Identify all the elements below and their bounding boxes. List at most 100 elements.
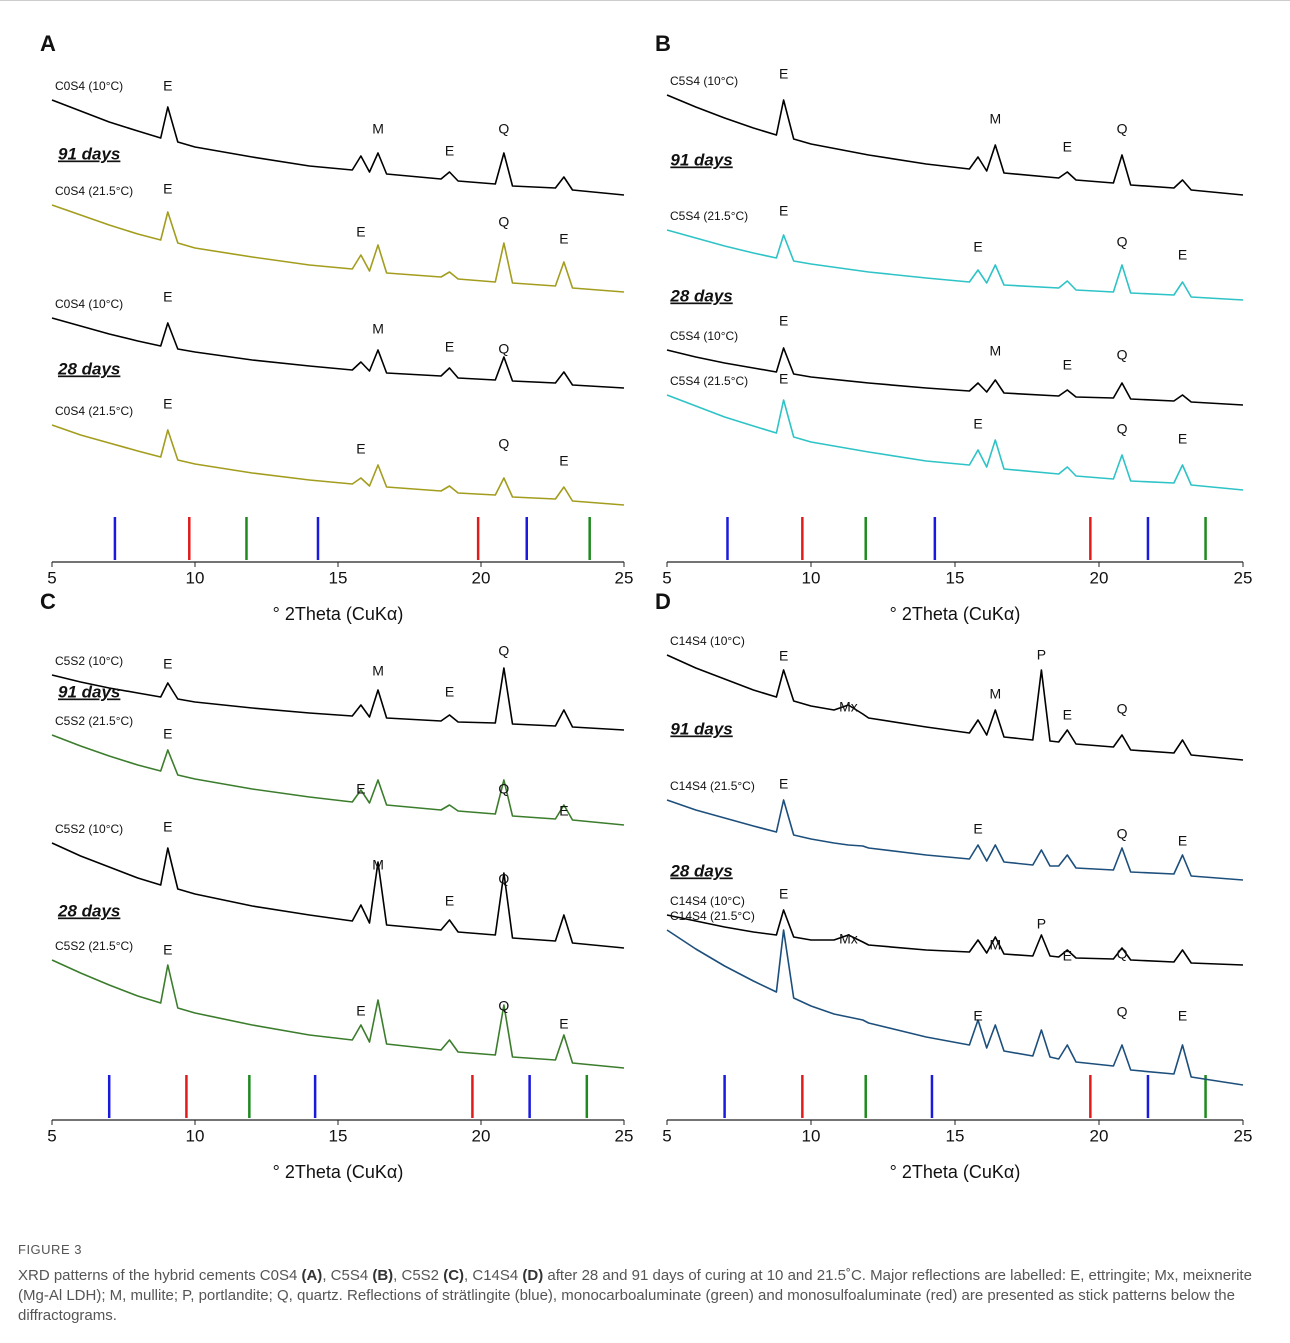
- x-tick-label: 20: [1090, 1126, 1109, 1145]
- peak-label: E: [779, 886, 788, 902]
- xrd-trace: [666, 229, 1244, 301]
- period-label: 91 days: [670, 150, 732, 169]
- peak-label: E: [163, 181, 172, 197]
- peak-label: Q: [1117, 121, 1128, 137]
- series-label: C14S4 (10°C): [670, 634, 745, 648]
- peak-label: E: [445, 143, 454, 159]
- period-label: 28 days: [669, 286, 732, 305]
- period-label: 28 days: [57, 901, 120, 920]
- peak-label: E: [779, 776, 788, 792]
- peak-label: E: [779, 66, 788, 82]
- x-axis-title: ° 2Theta (CuKα): [890, 604, 1021, 624]
- caption-part: , C5S4: [322, 1267, 373, 1284]
- caption-part: (B): [372, 1267, 394, 1284]
- peak-label: M: [989, 686, 1001, 702]
- peak-label: E: [163, 396, 172, 412]
- peak-label: E: [163, 656, 172, 672]
- peak-label: E: [445, 684, 454, 700]
- peak-label: E: [163, 78, 172, 94]
- series-label: C5S4 (10°C): [670, 74, 738, 88]
- peak-label: E: [779, 313, 788, 329]
- peak-label: E: [973, 239, 982, 255]
- x-tick-label: 15: [329, 1126, 348, 1145]
- series-label: C5S2 (21.5°C): [55, 939, 133, 953]
- peak-label: E: [559, 231, 568, 247]
- x-tick-label: 5: [47, 1126, 56, 1145]
- series-label: C5S4 (21.5°C): [670, 209, 748, 223]
- peak-label: E: [1063, 948, 1072, 964]
- x-axis-title: ° 2Theta (CuKα): [273, 604, 404, 624]
- peak-label: E: [445, 339, 454, 355]
- x-tick-label: 10: [186, 1126, 205, 1145]
- peak-label: P: [1037, 916, 1046, 932]
- x-axis-title: ° 2Theta (CuKα): [890, 1162, 1021, 1182]
- series-label: C5S4 (10°C): [670, 329, 738, 343]
- peak-label: P: [1037, 647, 1046, 663]
- peak-label: E: [1178, 833, 1187, 849]
- peak-label: E: [559, 803, 568, 819]
- peak-label: Q: [1117, 347, 1128, 363]
- x-tick-label: 25: [615, 1126, 634, 1145]
- peak-label: E: [163, 726, 172, 742]
- peak-label: E: [1063, 707, 1072, 723]
- xrd-trace: [51, 204, 625, 293]
- peak-label: Q: [1117, 826, 1128, 842]
- xrd-trace: [51, 959, 625, 1069]
- peak-label: E: [356, 781, 365, 797]
- peak-label: M: [372, 857, 384, 873]
- x-tick-label: 15: [329, 568, 348, 587]
- peak-label: Q: [498, 871, 509, 887]
- peak-label: E: [1063, 139, 1072, 155]
- xrd-trace: [51, 424, 625, 506]
- caption-part: , C5S2: [393, 1267, 444, 1284]
- xrd-trace: [666, 799, 1244, 881]
- peak-label: E: [973, 821, 982, 837]
- peak-label: E: [973, 1008, 982, 1024]
- peak-label: M: [989, 111, 1001, 127]
- peak-label: M: [372, 121, 384, 137]
- xrd-trace: [666, 929, 1244, 1086]
- peak-label: E: [779, 371, 788, 387]
- caption-part: (A): [301, 1267, 323, 1284]
- xrd-trace: [51, 99, 625, 196]
- xrd-trace: [666, 94, 1244, 196]
- peak-label: Q: [498, 121, 509, 137]
- peak-label: E: [779, 203, 788, 219]
- peak-label: Q: [498, 436, 509, 452]
- x-tick-label: 10: [186, 568, 205, 587]
- peak-label: E: [973, 416, 982, 432]
- xrd-trace: [51, 667, 625, 731]
- caption-part: XRD patterns of the hybrid cements C0S4: [18, 1267, 302, 1284]
- peak-label: M: [989, 937, 1001, 953]
- series-label: C14S4 (21.5°C): [670, 779, 755, 793]
- panel-label: C: [40, 589, 56, 614]
- peak-label: Mx: [839, 931, 858, 947]
- x-tick-label: 5: [662, 568, 671, 587]
- peak-label: E: [1178, 431, 1187, 447]
- peak-label: Q: [498, 781, 509, 797]
- period-label: 28 days: [57, 359, 120, 378]
- x-tick-label: 25: [1234, 568, 1253, 587]
- xrd-trace: [666, 347, 1244, 406]
- panel-label: A: [40, 31, 56, 56]
- caption-text: XRD patterns of the hybrid cements C0S4 …: [18, 1266, 1273, 1326]
- panel-label: B: [655, 31, 671, 56]
- peak-label: Q: [498, 341, 509, 357]
- x-tick-label: 25: [1234, 1126, 1253, 1145]
- x-tick-label: 20: [472, 1126, 491, 1145]
- peak-label: Q: [1117, 234, 1128, 250]
- period-label: 28 days: [669, 861, 732, 880]
- x-tick-label: 15: [946, 1126, 965, 1145]
- series-label: C0S4 (21.5°C): [55, 404, 133, 418]
- peak-label: E: [445, 893, 454, 909]
- x-tick-label: 25: [615, 568, 634, 587]
- panel-label: D: [655, 589, 671, 614]
- peak-label: Q: [1117, 1004, 1128, 1020]
- chart-grid: A 5 10 15 20 25 ° 2Theta (CuKα) C0S4 (10°C) C0S4…: [0, 0, 1290, 1182]
- x-tick-label: 20: [1090, 568, 1109, 587]
- period-label: 91 days: [58, 144, 120, 163]
- peak-label: E: [559, 453, 568, 469]
- peak-label: M: [372, 321, 384, 337]
- peak-label: E: [163, 942, 172, 958]
